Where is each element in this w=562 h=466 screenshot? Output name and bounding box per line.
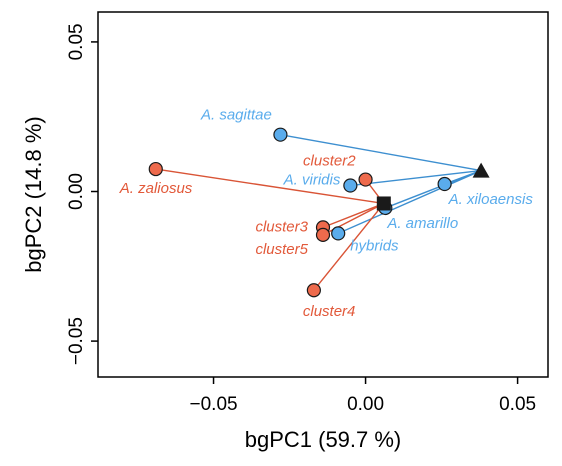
data-point [437, 176, 452, 192]
point-label: A. amarillo [386, 215, 458, 232]
y-tick-label: −0.05 [66, 317, 87, 365]
connector-line [322, 202, 385, 229]
data-point [148, 161, 163, 177]
point-label: cluster3 [255, 218, 308, 235]
data-point [315, 227, 331, 242]
anchor-markers [376, 162, 490, 211]
square-anchor-marker [376, 196, 391, 211]
point-label: A. zaliosus [119, 180, 193, 197]
y-tick-label: 0.00 [66, 173, 87, 210]
x-axis-title: bgPC1 (59.7 %) [245, 427, 402, 452]
point-label: cluster4 [303, 303, 356, 320]
x-tick-label: 0.00 [347, 394, 384, 415]
point-label: cluster5 [255, 241, 308, 258]
x-tick-label: 0.05 [499, 394, 536, 415]
point-label: A. xiloaensis [448, 191, 534, 208]
point-label: A. sagittae [200, 107, 272, 124]
data-point [306, 283, 321, 298]
point-labels: A. sagittae A. viridis A. xiloaensis A. ama… [119, 107, 534, 321]
connector-line [155, 168, 384, 205]
y-tick-label: 0.05 [66, 23, 87, 60]
point-label: cluster2 [303, 153, 356, 170]
triangle-anchor-marker [472, 162, 490, 178]
connector-line [313, 203, 385, 291]
data-point [331, 226, 346, 241]
connector-line [385, 169, 482, 209]
point-label: hybrids [350, 237, 399, 254]
data-point [343, 178, 358, 193]
x-axis: −0.05 0.00 0.05 [190, 377, 536, 415]
point-label: A. viridis [283, 172, 341, 189]
data-point [358, 172, 373, 187]
data-points [148, 127, 452, 298]
connector-line [280, 133, 482, 172]
y-axis-title: bgPC2 (14.8 %) [21, 116, 46, 273]
plot-frame [97, 11, 549, 378]
y-axis: −0.05 0.00 0.05 [66, 23, 98, 365]
connector-line [337, 169, 482, 235]
connector-lines [155, 133, 482, 291]
x-tick-label: −0.05 [190, 394, 238, 415]
connector-line [350, 169, 482, 187]
data-point [273, 127, 288, 142]
